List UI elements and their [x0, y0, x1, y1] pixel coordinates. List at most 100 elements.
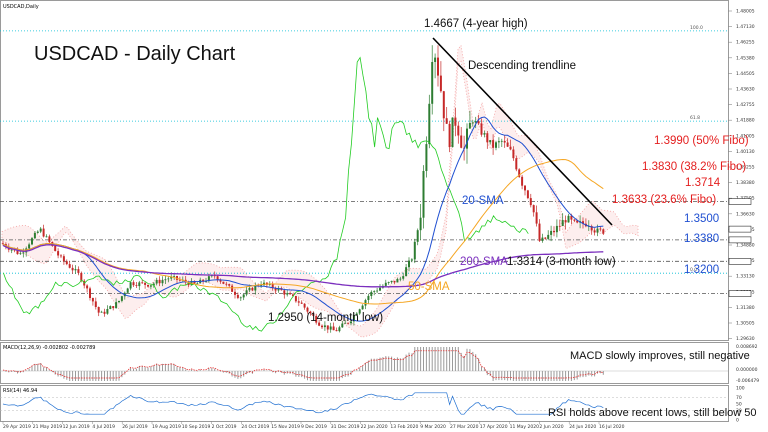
low14m-label: 1.2950 (14-month low): [268, 312, 383, 324]
candle-body: [97, 307, 100, 313]
candle-body: [2, 243, 4, 245]
candle-body: [248, 287, 251, 291]
candle-body: [445, 118, 448, 124]
price-tick-label: 1.42755: [736, 102, 755, 108]
fib-tag: 100.0: [690, 25, 703, 31]
cloud-area: [1, 44, 639, 338]
candle-body: [564, 220, 567, 223]
candle-body: [39, 228, 42, 232]
ichimoku-cloud: [1, 44, 639, 338]
date-tick-label: 21 May 2019: [33, 424, 62, 430]
r1-label: 1.3714: [685, 177, 721, 189]
candle-body: [428, 103, 431, 145]
candle-body: [387, 282, 390, 283]
candle-body: [364, 300, 367, 306]
date-tick-label: 27 Mar 2020: [450, 424, 479, 430]
candle-body: [65, 261, 68, 265]
candle-body: [77, 269, 80, 273]
candle-body: [393, 280, 396, 283]
candle-body: [419, 217, 422, 231]
candle-body: [495, 142, 497, 148]
candle-body: [289, 293, 292, 295]
candle-body: [271, 283, 274, 289]
candle-body: [228, 284, 231, 286]
rsi-panel: [0, 385, 729, 422]
candle-body: [326, 325, 329, 330]
candle-body: [147, 284, 149, 287]
candle-body: [373, 291, 376, 292]
price-tick-label: 1.40130: [736, 149, 755, 155]
candle-body: [283, 290, 286, 295]
candle-body: [408, 260, 410, 268]
candle-body: [405, 267, 408, 277]
fibo50-label: 1.3990 (50% Fibo): [654, 135, 749, 147]
candle-body: [112, 306, 115, 309]
candle-body: [164, 279, 167, 281]
candle-body: [138, 282, 141, 287]
price-tick-label: 1.39255: [736, 165, 755, 171]
candle-body: [80, 272, 83, 281]
candle-body: [431, 62, 434, 104]
candle-body: [541, 237, 544, 241]
candle-body: [335, 330, 338, 332]
macd-panel: [0, 342, 729, 384]
macd-tick-label: 0.000000: [736, 367, 758, 373]
rsi-line: [2, 392, 604, 415]
candle-body: [33, 232, 36, 239]
candle-body: [399, 278, 402, 280]
candle-body: [19, 253, 22, 255]
sma200-label: 200-SMA: [460, 256, 508, 268]
date-tick-label: 22 Jan 2020: [361, 424, 388, 430]
candle-body: [251, 287, 254, 291]
candle-body: [135, 285, 138, 286]
candle-body: [294, 296, 297, 302]
candle-body: [254, 285, 257, 291]
candle-body: [202, 279, 205, 282]
date-tick-label: 4 Jul 2019: [92, 424, 115, 430]
candle-body: [448, 123, 451, 148]
candle-body: [297, 301, 300, 303]
candle-body: [558, 225, 561, 227]
candle-body: [132, 282, 135, 286]
candle-body: [129, 282, 132, 289]
candle-body: [216, 276, 219, 281]
candle-body: [94, 301, 97, 307]
candle-body: [532, 205, 535, 213]
macd-tick-label: -0.006479: [736, 378, 759, 384]
price-tick-label: 1.29630: [736, 336, 755, 342]
date-tick-label: 24 Jun 2020: [569, 424, 596, 430]
candle-body: [193, 281, 196, 284]
candle-body: [42, 228, 45, 237]
candle-body: [60, 255, 62, 257]
rsi-tag: RSI(14) 46.94: [3, 388, 37, 394]
candle-body: [500, 140, 503, 142]
candle-body: [292, 294, 294, 297]
candle-body: [590, 226, 593, 231]
candle-body: [321, 325, 323, 328]
candle-body: [518, 169, 521, 177]
candle-body: [477, 121, 480, 124]
sma20-label: 20-SMA: [462, 195, 504, 207]
fib-tag: 61.8: [690, 115, 700, 121]
candle-body: [306, 307, 309, 312]
candle-body: [396, 279, 399, 283]
candle-body: [312, 313, 315, 316]
candle-body: [86, 285, 89, 289]
price-tick-label: 1.41005: [736, 133, 755, 139]
date-tick-label: 10 Sep 2019: [182, 424, 211, 430]
candle-body: [57, 251, 60, 256]
candle-body: [599, 228, 602, 230]
s2-label: 1.3380: [684, 233, 719, 245]
sma50-line: [2, 158, 604, 305]
candle-body: [512, 149, 515, 159]
candle-body: [68, 264, 71, 268]
price-tick-label: 1.45380: [736, 55, 755, 61]
candle-body: [544, 237, 547, 239]
sma20-line: [2, 116, 604, 322]
candle-body: [350, 321, 352, 324]
date-tick-label: 9 Dec 2019: [301, 424, 327, 430]
level-lines: 100.0 61.8 0.0: [0, 25, 728, 295]
price-tick-label: 1.30505: [736, 321, 755, 327]
low3m-label: 1.3314 (3-month low): [507, 256, 616, 268]
